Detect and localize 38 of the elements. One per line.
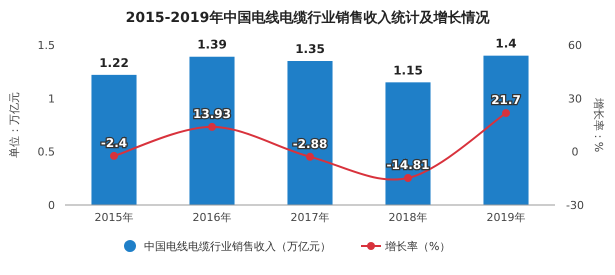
point (306, 152, 314, 161)
bar (287, 61, 333, 205)
data-label: 1.15 (393, 63, 423, 78)
data-label: 13.93 (193, 106, 231, 121)
point (502, 109, 510, 118)
y-tick-label: 1.5 (38, 39, 55, 52)
y2-tick-label: 60 (568, 39, 582, 52)
point (110, 152, 118, 160)
y2-axis-title: 增长率：% (592, 96, 605, 152)
y2-tick-label: 0 (572, 146, 578, 159)
y-tick-label: 1 (48, 92, 55, 106)
point (404, 174, 412, 182)
bar (385, 82, 431, 205)
chart-title: 2015-2019年中国电线电缆行业销售收入统计及增长情况 (126, 9, 490, 26)
data-label: 1.39 (197, 38, 227, 52)
y-tick-label: 0 (48, 199, 55, 212)
bar (189, 56, 235, 205)
x-tick-label: 2015年 (94, 211, 134, 224)
data-label: -2.4 (100, 136, 128, 150)
data-label: 21.7 (491, 93, 521, 108)
bar (483, 56, 529, 205)
legend-label: 中国电线电缆行业销售收入（万亿元） (144, 240, 331, 253)
data-label: 1.4 (495, 36, 517, 51)
y2-tick-label: 30 (568, 92, 582, 106)
bar (91, 74, 137, 205)
x-tick-label: 2017年 (290, 211, 330, 224)
y-axis-title: 单位：万亿元 (8, 92, 21, 158)
y-tick-label: 0.5 (38, 146, 55, 159)
data-label: 1.22 (99, 56, 129, 70)
x-tick-label: 2019年 (486, 211, 526, 224)
x-tick-label: 2016年 (192, 211, 232, 224)
x-tick-label: 2018年 (388, 211, 428, 224)
data-label: -14.81 (386, 158, 430, 172)
point (208, 122, 216, 131)
y2-tick-label: -30 (566, 199, 584, 212)
legend-label: 增长率（%） (384, 240, 450, 253)
data-label: -2.88 (292, 136, 328, 151)
data-label: 1.35 (295, 42, 325, 56)
